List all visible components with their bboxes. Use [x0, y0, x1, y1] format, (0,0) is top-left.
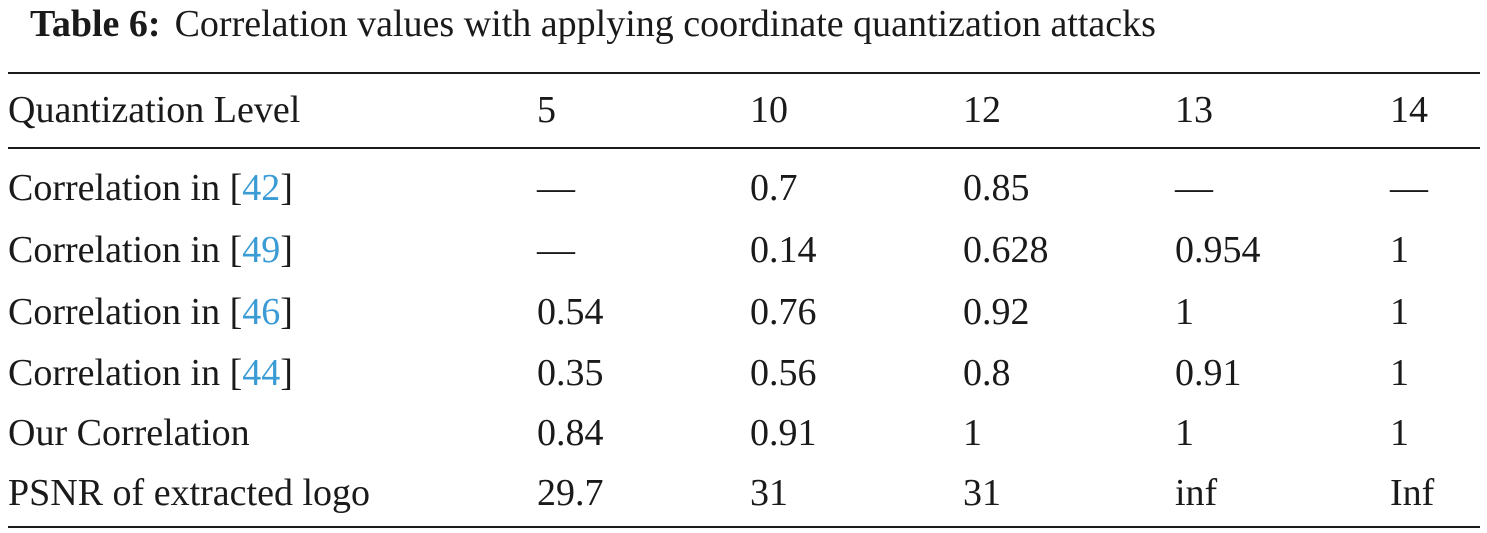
table-cell: 1 — [1390, 291, 1409, 333]
table-cell: 0.76 — [750, 291, 817, 333]
mid-rule — [8, 147, 1480, 149]
row-label: Correlation in [46] — [8, 290, 293, 334]
table-cell: 29.7 — [537, 472, 604, 514]
caption-label: Table 6: — [30, 3, 161, 45]
row-label: PSNR of extracted logo — [8, 471, 370, 515]
row-label-text: PSNR of extracted logo — [8, 472, 371, 514]
table-cell: 0.84 — [537, 412, 604, 454]
row-label-text: Correlation in [ — [8, 229, 243, 271]
table-cell: 0.8 — [963, 352, 1011, 394]
table-cell: 0.91 — [750, 412, 817, 454]
citation-link[interactable]: 49 — [242, 229, 281, 271]
row-label-text: Correlation in [ — [8, 291, 243, 333]
table-cell: — — [537, 167, 575, 209]
row-label-text: Correlation in [ — [8, 167, 243, 209]
row-label-text: ] — [280, 291, 293, 333]
citation-link[interactable]: 42 — [242, 167, 281, 209]
table-cell: 0.85 — [963, 167, 1030, 209]
header-cell: 12 — [963, 89, 1001, 131]
table-cell: 31 — [750, 472, 788, 514]
table-cell: — — [537, 229, 575, 271]
caption-text: Correlation values with applying coordin… — [174, 3, 1156, 45]
table-cell: 1 — [1390, 352, 1409, 394]
table-cell: 0.54 — [537, 291, 604, 333]
table-cell: inf — [1175, 472, 1218, 514]
row-label: Correlation in [42] — [8, 166, 293, 210]
table-cell: 0.14 — [750, 229, 817, 271]
table-cell: Inf — [1390, 472, 1435, 514]
table-cell: — — [1175, 167, 1213, 209]
bottom-rule — [8, 526, 1480, 528]
header-cell: 13 — [1175, 89, 1213, 131]
table-cell: 0.92 — [963, 291, 1030, 333]
row-label: Our Correlation — [8, 411, 250, 455]
row-label-text: Correlation in [ — [8, 352, 243, 394]
table-cell: 0.954 — [1175, 229, 1261, 271]
row-label-text: Our Correlation — [8, 412, 250, 454]
header-cell: 5 — [537, 89, 556, 131]
table-cell: 1 — [1175, 412, 1194, 454]
table-cell: 1 — [1390, 412, 1409, 454]
table-cell: 0.628 — [963, 229, 1049, 271]
row-label-text: ] — [280, 167, 293, 209]
header-cell: 14 — [1390, 89, 1428, 131]
table-cell: 1 — [1175, 291, 1194, 333]
caption: Table 6: Correlation values with applying… — [30, 2, 1156, 46]
citation-link[interactable]: 46 — [242, 291, 281, 333]
row-label: Correlation in [44] — [8, 351, 293, 395]
table-cell: — — [1390, 167, 1428, 209]
header-cell: 10 — [750, 89, 788, 131]
table-cell: 0.7 — [750, 167, 798, 209]
citation-link[interactable]: 44 — [242, 352, 281, 394]
table-cell: 0.35 — [537, 352, 604, 394]
table-cell: 31 — [963, 472, 1001, 514]
table-cell: 0.91 — [1175, 352, 1242, 394]
top-rule — [8, 72, 1480, 74]
header-label: Quantization Level — [8, 89, 301, 131]
table-cell: 1 — [1390, 229, 1409, 271]
row-label: Correlation in [49] — [8, 228, 293, 272]
table-cell: 0.56 — [750, 352, 817, 394]
row-label-text: ] — [280, 352, 293, 394]
table-cell: 1 — [963, 412, 982, 454]
row-label-text: ] — [280, 229, 293, 271]
